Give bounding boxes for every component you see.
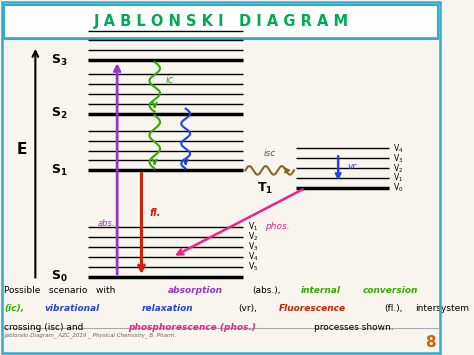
Text: internal: internal <box>301 286 341 295</box>
Text: (vr),: (vr), <box>239 304 257 313</box>
Text: $\mathbf{S_1}$: $\mathbf{S_1}$ <box>51 163 68 178</box>
Text: Possible   scenario   with: Possible scenario with <box>4 286 116 295</box>
Text: crossing (isc) and: crossing (isc) and <box>4 323 84 332</box>
Text: absorption: absorption <box>168 286 223 295</box>
Text: V$_1$: V$_1$ <box>247 221 258 234</box>
Text: $\mathbf{T_1}$: $\mathbf{T_1}$ <box>257 181 273 196</box>
Text: isc: isc <box>264 149 276 158</box>
Text: vr: vr <box>347 162 356 171</box>
FancyBboxPatch shape <box>4 5 438 39</box>
Text: vibrational: vibrational <box>44 304 100 313</box>
Text: V$_0$: V$_0$ <box>393 182 404 195</box>
Text: V$_2$: V$_2$ <box>393 162 403 175</box>
Text: $\mathbf{S_3}$: $\mathbf{S_3}$ <box>51 53 68 68</box>
Text: relaxation: relaxation <box>141 304 193 313</box>
Text: intersystem: intersystem <box>416 304 470 313</box>
Text: abs.: abs. <box>97 219 115 228</box>
Text: fl.: fl. <box>149 208 161 218</box>
Text: Fluorescence: Fluorescence <box>279 304 346 313</box>
Text: E: E <box>17 142 27 157</box>
Text: V$_1$: V$_1$ <box>393 172 403 185</box>
Text: Jablonski Diagram_ AZC_2019 _ Physical Chemistry_ B. Pharm.: Jablonski Diagram_ AZC_2019 _ Physical C… <box>4 332 177 338</box>
Text: V$_3$: V$_3$ <box>247 241 258 253</box>
Text: conversion: conversion <box>363 286 418 295</box>
Text: $\mathbf{S_2}$: $\mathbf{S_2}$ <box>51 106 68 121</box>
Text: V$_2$: V$_2$ <box>247 231 258 244</box>
Text: $\mathbf{S_0}$: $\mathbf{S_0}$ <box>51 269 68 284</box>
Text: J A B L O N S K I   D I A G R A M: J A B L O N S K I D I A G R A M <box>93 14 348 29</box>
Text: phosphorescence (phos.): phosphorescence (phos.) <box>128 323 256 332</box>
Text: V$_5$: V$_5$ <box>247 261 258 273</box>
Text: (fl.),: (fl.), <box>384 304 403 313</box>
Text: phos.: phos. <box>265 222 290 231</box>
Text: (ic),: (ic), <box>4 304 25 313</box>
Text: (abs.),: (abs.), <box>252 286 281 295</box>
Text: V$_3$: V$_3$ <box>393 152 404 165</box>
Text: V$_4$: V$_4$ <box>393 142 404 155</box>
Text: ic: ic <box>166 75 174 85</box>
Text: processes shown.: processes shown. <box>314 323 393 332</box>
Text: 8: 8 <box>425 335 436 350</box>
Text: V$_4$: V$_4$ <box>247 251 258 263</box>
